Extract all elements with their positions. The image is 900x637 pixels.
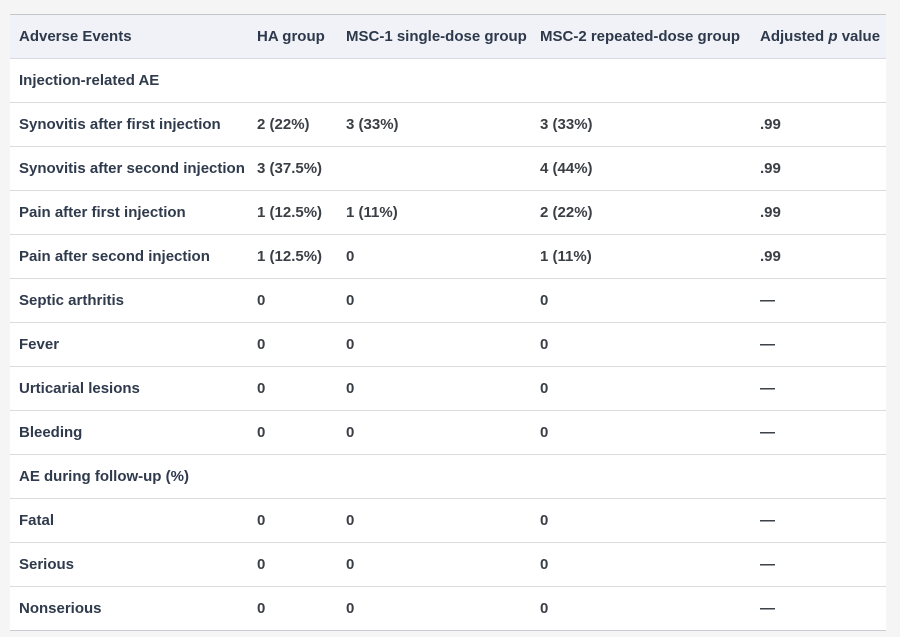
cell-ha-group: 1 (12.5%) [257,204,323,221]
cell-msc1-group: 0 [346,248,355,265]
table-section-row: AE during follow-up (%) [10,455,886,499]
table-row: Fever 0 0 0 — [10,323,886,367]
cell-adjusted-p-value: — [760,292,775,309]
table-row: Septic arthritis 0 0 0 — [10,279,886,323]
p-value-header-italic-p: p [828,28,838,45]
table-row: Pain after second injection 1 (12.5%) 0 … [10,235,886,279]
cell-ha-group: 0 [257,380,266,397]
p-value-header-prefix: Adjusted [760,28,825,45]
column-header-adverse-events: Adverse Events [19,28,132,45]
cell-ha-group: 0 [257,336,266,353]
row-label: Serious [19,556,75,573]
table-section-row: Injection-related AE [10,59,886,103]
row-label: Septic arthritis [19,292,125,309]
table-body: Injection-related AE Synovitis after fir… [10,59,886,631]
table-row: Synovitis after second injection 3 (37.5… [10,147,886,191]
table-row: Bleeding 0 0 0 — [10,411,886,455]
cell-msc1-group: 1 (11%) [346,204,398,221]
cell-adjusted-p-value: — [760,556,775,573]
cell-msc2-group: 4 (44%) [540,160,593,177]
column-header-msc2-group: MSC-2 repeated-dose group [540,28,741,45]
cell-ha-group: 1 (12.5%) [257,248,323,265]
cell-ha-group: 0 [257,512,266,529]
table-row: Serious 0 0 0 — [10,543,886,587]
cell-adjusted-p-value: — [760,600,775,617]
row-label: Bleeding [19,424,83,441]
cell-msc2-group: 2 (22%) [540,204,593,221]
cell-msc1-group: 0 [346,424,355,441]
column-header-ha-group: HA group [257,28,325,45]
cell-msc1-group: 0 [346,556,355,573]
row-label: Injection-related AE [19,72,160,89]
cell-msc2-group: 0 [540,292,549,309]
row-label: Fatal [19,512,55,529]
cell-ha-group: 2 (22%) [257,116,310,133]
cell-ha-group: 0 [257,424,266,441]
table-row: Synovitis after first injection 2 (22%) … [10,103,886,147]
row-label: Fever [19,336,60,353]
cell-msc2-group: 0 [540,336,549,353]
cell-ha-group: 0 [257,556,266,573]
cell-msc1-group: 0 [346,512,355,529]
row-label: Synovitis after first injection [19,116,221,133]
cell-msc1-group: 0 [346,292,355,309]
table-row: Nonserious 0 0 0 — [10,587,886,631]
cell-adjusted-p-value: — [760,336,775,353]
table-row: Fatal 0 0 0 — [10,499,886,543]
row-label: Pain after second injection [19,248,210,265]
cell-msc1-group: 0 [346,600,355,617]
cell-msc1-group: 3 (33%) [346,116,399,133]
row-label: Urticarial lesions [19,380,140,397]
table-row: Pain after first injection 1 (12.5%) 1 (… [10,191,886,235]
adverse-events-table: Adverse Events HA group MSC-1 single-dos… [10,14,886,631]
table-header-row: Adverse Events HA group MSC-1 single-dos… [10,15,886,59]
cell-adjusted-p-value: — [760,512,775,529]
cell-msc2-group: 0 [540,600,549,617]
cell-ha-group: 3 (37.5%) [257,160,323,177]
cell-msc1-group: 0 [346,380,355,397]
cell-msc2-group: 0 [540,424,549,441]
p-value-header-suffix: value [841,28,881,45]
cell-adjusted-p-value: .99 [760,160,781,177]
cell-msc2-group: 0 [540,556,549,573]
cell-adjusted-p-value: — [760,380,775,397]
cell-adjusted-p-value: — [760,424,775,441]
cell-msc2-group: 0 [540,380,549,397]
row-label: AE during follow-up (%) [19,468,189,485]
cell-ha-group: 0 [257,292,266,309]
cell-msc2-group: 1 (11%) [540,248,592,265]
row-label: Pain after first injection [19,204,186,221]
row-label: Nonserious [19,600,102,617]
cell-adjusted-p-value: .99 [760,116,781,133]
table-row: Urticarial lesions 0 0 0 — [10,367,886,411]
column-header-adjusted-p-value: Adjusted p value [760,28,886,45]
column-header-msc1-group: MSC-1 single-dose group [346,28,527,45]
cell-ha-group: 0 [257,600,266,617]
cell-msc2-group: 0 [540,512,549,529]
cell-adjusted-p-value: .99 [760,248,781,265]
cell-adjusted-p-value: .99 [760,204,781,221]
cell-msc2-group: 3 (33%) [540,116,593,133]
cell-msc1-group: 0 [346,336,355,353]
row-label: Synovitis after second injection [19,160,245,177]
